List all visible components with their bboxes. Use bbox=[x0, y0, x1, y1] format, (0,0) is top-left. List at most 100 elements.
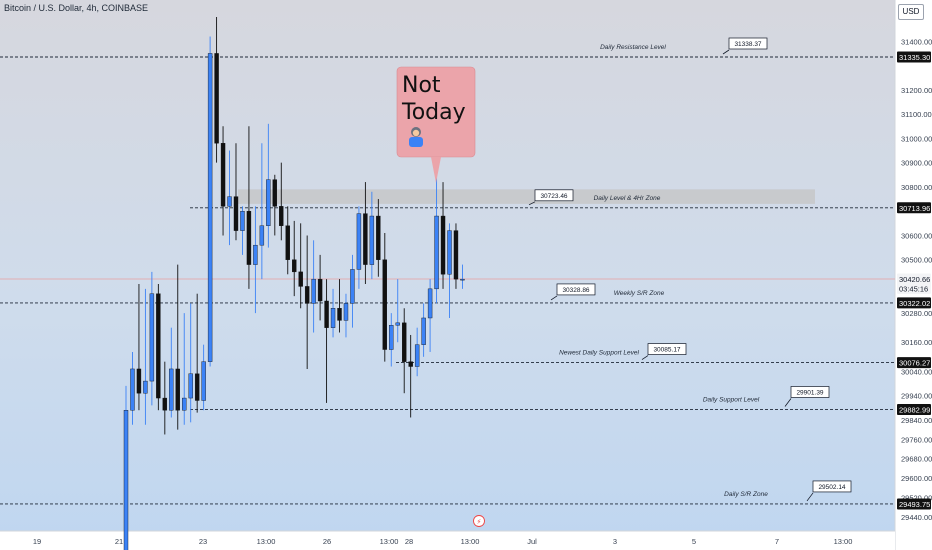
callout-pointer bbox=[550, 295, 558, 301]
candle-body bbox=[123, 410, 129, 550]
callout-pointer bbox=[806, 492, 814, 502]
price-label: 31335.30 bbox=[899, 53, 930, 62]
candle-body bbox=[324, 300, 329, 328]
callout-value: 30328.86 bbox=[562, 287, 589, 294]
candle-body bbox=[414, 344, 420, 367]
price-label-box bbox=[897, 51, 931, 63]
price-label: 30713.96 bbox=[899, 204, 930, 213]
candle-body bbox=[395, 322, 400, 326]
x-tick-label: 13:00 bbox=[257, 537, 276, 546]
candle-body bbox=[207, 53, 213, 362]
x-tick-label: 19 bbox=[33, 537, 41, 546]
candle-body bbox=[220, 143, 226, 207]
callout-value: 30085.17 bbox=[653, 347, 680, 354]
x-tick-label: 26 bbox=[323, 537, 331, 546]
callout-box bbox=[556, 283, 596, 296]
x-tick-label: 13:00 bbox=[380, 537, 399, 546]
callout-value: 30723.46 bbox=[540, 193, 567, 200]
price-label-box bbox=[897, 403, 931, 415]
price-label: 29493.75 bbox=[899, 500, 930, 509]
price-label: 03:45:16 bbox=[899, 284, 928, 293]
candle-body bbox=[434, 215, 439, 290]
callout-pointer bbox=[641, 355, 649, 360]
candle-body bbox=[427, 288, 433, 319]
y-tick-label: 29840.00 bbox=[901, 416, 932, 425]
y-tick-label: 29680.00 bbox=[901, 455, 932, 464]
level-label: Daily Resistance Level bbox=[600, 44, 666, 51]
x-tick-label: 5 bbox=[692, 537, 696, 546]
level-label: Daily S/R Zone bbox=[724, 491, 768, 498]
y-tick-label: 30900.00 bbox=[901, 159, 932, 168]
candle-body bbox=[350, 269, 355, 304]
price-label: 30322.02 bbox=[899, 299, 930, 308]
price-label-box bbox=[897, 282, 931, 294]
candle-body bbox=[162, 397, 168, 411]
price-label: 30076.27 bbox=[899, 359, 930, 368]
candle-body bbox=[298, 271, 303, 287]
level-label: Weekly S/R Zone bbox=[614, 290, 665, 297]
callout-box bbox=[812, 480, 852, 493]
candle-body bbox=[369, 215, 375, 265]
y-tick-label: 29520.00 bbox=[901, 494, 932, 503]
candle-body bbox=[376, 215, 381, 260]
callout-pointer bbox=[784, 398, 792, 407]
candle-body bbox=[156, 293, 161, 399]
candle-body bbox=[292, 259, 297, 273]
callout-box bbox=[647, 343, 687, 355]
candle-body bbox=[194, 373, 200, 401]
candle-body bbox=[453, 230, 459, 280]
candle-body bbox=[382, 259, 387, 350]
flash-icon bbox=[473, 515, 485, 527]
y-tick-label: 31100.00 bbox=[901, 110, 932, 119]
y-tick-label: 29940.00 bbox=[901, 392, 932, 401]
candle-body bbox=[408, 361, 413, 367]
callout-box bbox=[790, 386, 830, 398]
candle-body bbox=[421, 317, 426, 345]
currency-button[interactable]: USD bbox=[898, 4, 924, 20]
price-label-box bbox=[897, 273, 931, 285]
candle-body bbox=[440, 215, 446, 275]
candle-body bbox=[136, 368, 142, 394]
y-tick-label: 30280.00 bbox=[901, 309, 932, 318]
y-tick-label: 30500.00 bbox=[901, 256, 932, 265]
candle-body bbox=[363, 213, 368, 265]
candle-body bbox=[402, 322, 407, 362]
candle-body bbox=[304, 286, 310, 304]
candle-body bbox=[253, 244, 258, 265]
y-tick-label: 31000.00 bbox=[901, 134, 932, 143]
time-axis bbox=[0, 531, 895, 550]
annotation-pointer bbox=[431, 157, 441, 183]
callout-box bbox=[534, 189, 574, 202]
annotation-line2: Today bbox=[401, 100, 466, 125]
candle-body bbox=[227, 196, 232, 207]
candle-body bbox=[214, 53, 219, 144]
y-tick-label: 30040.00 bbox=[901, 367, 932, 376]
candle-body bbox=[169, 368, 174, 411]
candle-body bbox=[246, 210, 252, 265]
callout-value: 29502.14 bbox=[818, 484, 845, 491]
x-tick-label: 3 bbox=[613, 537, 617, 546]
y-tick-label: 29440.00 bbox=[901, 513, 932, 522]
candle-body bbox=[389, 325, 394, 350]
x-tick-label: 13:00 bbox=[461, 537, 480, 546]
candle-body bbox=[272, 179, 278, 207]
price-label-box bbox=[897, 357, 931, 369]
x-tick-label: 23 bbox=[199, 537, 207, 546]
y-tick-label: 31200.00 bbox=[901, 86, 932, 95]
daily-4hr-zone bbox=[238, 189, 815, 204]
x-tick-label: 13:00 bbox=[834, 537, 853, 546]
callout-pointer bbox=[528, 201, 536, 206]
candle-body bbox=[317, 278, 323, 302]
candle-body bbox=[343, 303, 349, 321]
level-label: Daily Support Level bbox=[703, 396, 760, 403]
x-tick-label: 28 bbox=[405, 537, 413, 546]
candle-body bbox=[266, 179, 271, 226]
candle-body bbox=[356, 213, 362, 270]
x-tick-label: 21 bbox=[115, 537, 123, 546]
figure-body bbox=[409, 137, 423, 147]
price-label: 30420.66 bbox=[899, 275, 930, 284]
candle-body bbox=[279, 206, 284, 226]
candle-body bbox=[447, 230, 452, 275]
